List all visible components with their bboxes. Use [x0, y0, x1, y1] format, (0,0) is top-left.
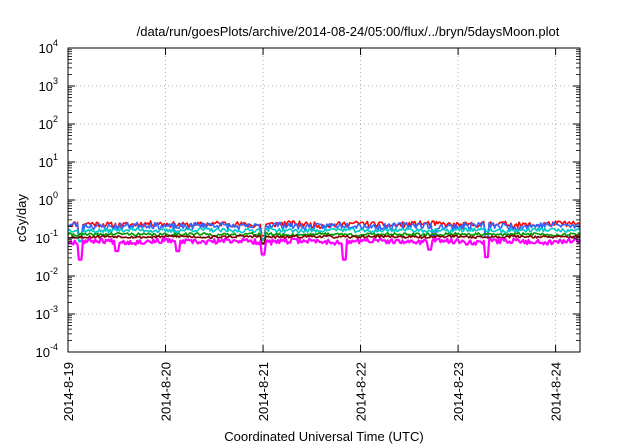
x-tick-label: 2014-8-21 [256, 362, 271, 421]
x-tick-label: 2014-8-24 [549, 362, 564, 421]
series-line [67, 227, 581, 243]
y-tick-label: 10-2 [36, 266, 58, 284]
y-tick-label: 104 [39, 38, 58, 56]
x-axis: 2014-8-19 2014-8-20 2014-8-21 2014-8-22 2014… [61, 48, 564, 421]
y-axis: 10-4 10-3 10-2 10-1 100 101 102 103 104 [36, 38, 580, 360]
chart-title: /data/run/goesPlots/archive/2014-08-24/0… [137, 24, 560, 39]
x-tick-label: 2014-8-22 [354, 362, 369, 421]
x-tick-label: 2014-8-20 [159, 362, 174, 421]
x-axis-label: Coordinated Universal Time (UTC) [224, 429, 423, 444]
series-line [67, 234, 581, 245]
y-tick-label: 103 [39, 76, 58, 94]
grid [68, 48, 580, 352]
series-line [67, 231, 581, 244]
y-tick-label: 101 [39, 152, 58, 170]
y-tick-label: 10-1 [36, 228, 58, 246]
x-tick-label: 2014-8-23 [451, 362, 466, 421]
series-group [67, 220, 582, 261]
y-tick-label: 100 [39, 190, 58, 208]
series-line [67, 237, 582, 261]
y-tick-label: 102 [39, 114, 58, 132]
y-tick-label: 10-4 [36, 342, 58, 360]
x-tick-label: 2014-8-19 [61, 362, 76, 421]
y-axis-label: cGy/day [14, 194, 29, 242]
y-tick-label: 10-3 [36, 304, 58, 322]
series-line [67, 221, 581, 242]
